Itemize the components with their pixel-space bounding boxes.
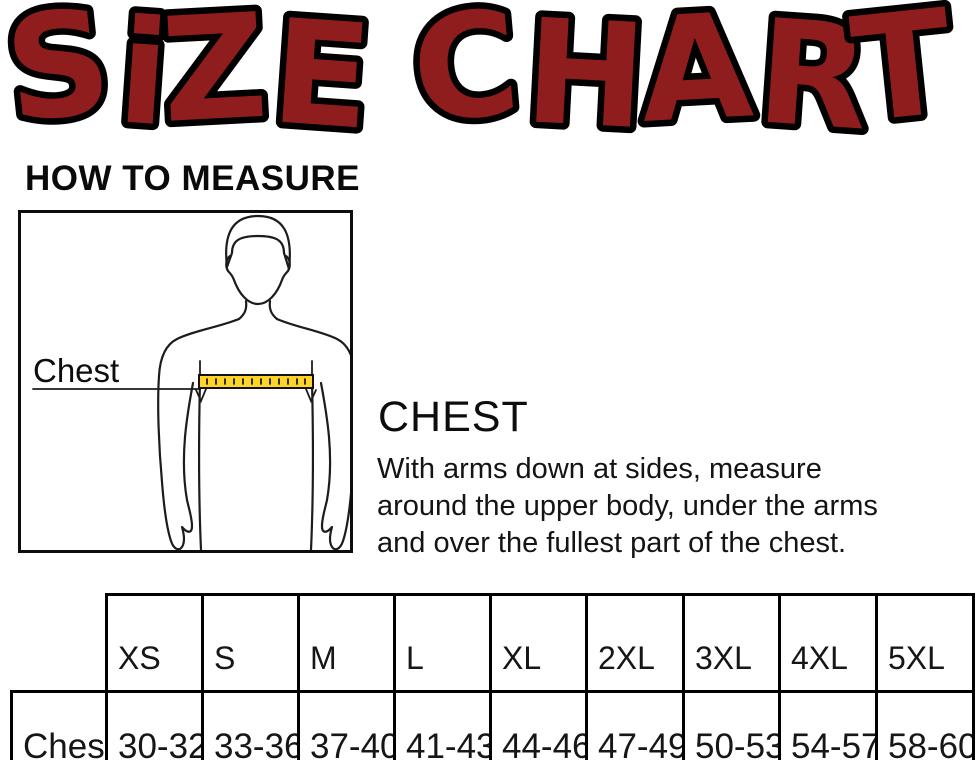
empty-corner-cell: [12, 595, 107, 692]
size-header-3xl: 3XL: [682, 593, 781, 693]
title-text: SiZE CHART: [0, 0, 960, 152]
description-line: With arms down at sides, measure: [377, 453, 822, 485]
description-line: around the upper body, under the arms: [377, 490, 878, 522]
size-header-s: S: [201, 593, 300, 693]
left-arm-outline: [157, 317, 241, 550]
size-header-l: L: [393, 593, 492, 693]
chest-value-xl: 44-46: [489, 690, 588, 760]
torso-left-line: [197, 379, 203, 550]
size-header-4xl: 4XL: [778, 593, 878, 693]
measurement-figure-box: Chest: [18, 210, 353, 553]
size-header-5xl: 5XL: [875, 593, 975, 693]
how-to-measure-heading: HOW TO MEASURE: [25, 159, 360, 198]
chest-value-2xl: 47-49: [585, 690, 685, 760]
torso-right-line: [309, 379, 315, 550]
right-arm-outline: [275, 317, 350, 550]
left-armpit-v: [195, 388, 207, 404]
chest-value-s: 33-36: [201, 690, 300, 760]
size-header-row: XS S M L XL 2XL 3XL 4XL 5XL: [12, 593, 975, 693]
figure-chest-label: Chest: [33, 352, 119, 389]
chest-value-xs: 30-32: [105, 690, 204, 760]
size-header-2xl: 2XL: [585, 593, 685, 693]
face-outline: [225, 254, 291, 306]
description-line: and over the fullest part of the chest.: [377, 527, 847, 559]
row-label-chest: Chest: [10, 690, 108, 760]
size-header-xl: XL: [489, 593, 588, 693]
chest-value-4xl: 54-57: [778, 690, 878, 760]
right-armpit-v: [305, 388, 317, 404]
size-chart-table: XS S M L XL 2XL 3XL 4XL 5XL Chest 30-32 …: [10, 593, 975, 760]
hair-outline: [225, 214, 291, 271]
body-outline-figure: Chest: [32, 214, 350, 550]
chest-value-m: 37-40: [297, 690, 396, 760]
chest-values-row: Chest 30-32 33-36 37-40 41-43 44-46 47-4…: [10, 690, 975, 760]
measuring-tape: [198, 374, 314, 389]
size-header-m: M: [297, 593, 396, 693]
chest-value-5xl: 58-60: [875, 690, 975, 760]
size-chart-title: SiZE CHART: [0, 0, 967, 152]
neck-right-line: [268, 299, 279, 321]
size-header-xs: XS: [105, 593, 204, 693]
chest-section-description: With arms down at sides, measure around …: [377, 451, 878, 562]
tape-ticks-icon: [206, 378, 306, 385]
chest-value-3xl: 50-53: [682, 690, 781, 760]
neck-left-line: [237, 299, 248, 321]
chest-section-heading: CHEST: [378, 393, 529, 441]
chest-value-l: 41-43: [393, 690, 492, 760]
